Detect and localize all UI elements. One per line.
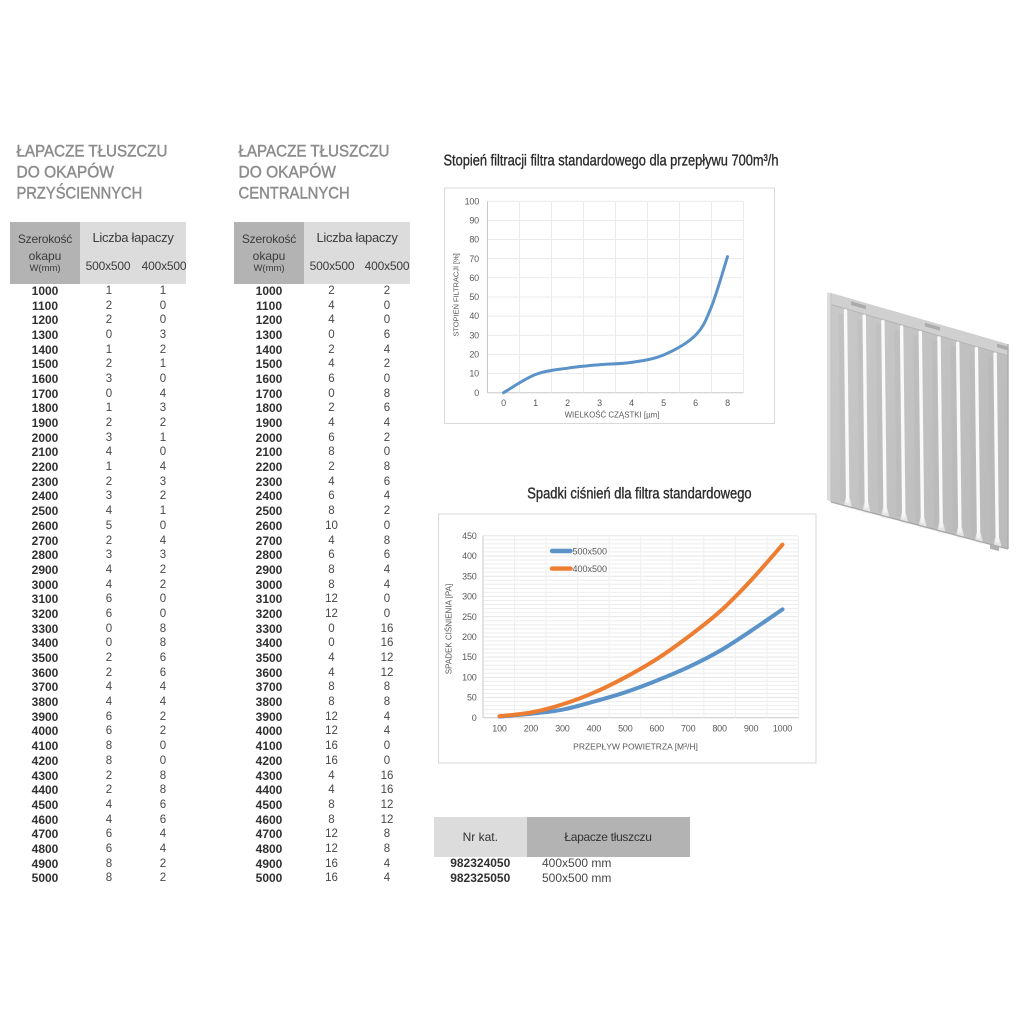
svg-text:800: 800	[712, 724, 727, 734]
svg-text:600: 600	[649, 724, 664, 734]
svg-text:400: 400	[587, 724, 602, 734]
svg-text:CENTRALNYCH: CENTRALNYCH	[239, 184, 350, 203]
svg-text:200: 200	[462, 632, 477, 642]
svg-text:ŁAPACZE TŁUSZCZU: ŁAPACZE TŁUSZCZU	[17, 142, 168, 161]
svg-text:300: 300	[462, 592, 477, 602]
svg-text:900: 900	[744, 724, 759, 734]
svg-text:70: 70	[469, 254, 479, 264]
svg-text:400x500: 400x500	[573, 564, 608, 574]
svg-text:DO OKAPÓW: DO OKAPÓW	[17, 163, 114, 182]
svg-text:100: 100	[492, 724, 507, 734]
svg-text:STOPIEŃ FILTRACJI [%]: STOPIEŃ FILTRACJI [%]	[452, 253, 461, 336]
svg-text:200: 200	[524, 724, 539, 734]
svg-text:400: 400	[462, 551, 477, 561]
svg-text:300: 300	[555, 724, 570, 734]
svg-text:50: 50	[469, 292, 479, 302]
svg-text:0: 0	[474, 388, 479, 398]
svg-text:60: 60	[469, 273, 479, 283]
svg-text:10: 10	[469, 369, 479, 379]
svg-text:250: 250	[462, 612, 477, 622]
svg-text:4: 4	[629, 398, 634, 408]
svg-text:PRZEPŁYW POWIETRZA [M³/H]: PRZEPŁYW POWIETRZA [M³/H]	[573, 742, 698, 752]
svg-text:500x500: 500x500	[573, 547, 608, 557]
svg-text:8: 8	[725, 398, 730, 408]
svg-text:40: 40	[469, 311, 479, 321]
svg-text:80: 80	[469, 235, 479, 245]
svg-text:SPADEK CIŚNIENIA [PA]: SPADEK CIŚNIENIA [PA]	[445, 584, 454, 674]
svg-text:PRZYŚCIENNYCH: PRZYŚCIENNYCH	[17, 184, 143, 203]
svg-text:Stopień filtracji filtra stand: Stopień filtracji filtra standardowego d…	[444, 153, 779, 170]
svg-text:50: 50	[467, 693, 477, 703]
svg-text:WIELKOŚĆ CZĄSTKI [µm]: WIELKOŚĆ CZĄSTKI [µm]	[565, 411, 660, 420]
svg-text:20: 20	[469, 350, 479, 360]
svg-text:30: 30	[469, 330, 479, 340]
svg-text:0: 0	[501, 398, 506, 408]
svg-text:3: 3	[597, 398, 602, 408]
svg-text:5: 5	[661, 398, 666, 408]
svg-text:450: 450	[462, 531, 477, 541]
svg-text:700: 700	[681, 724, 696, 734]
svg-text:90: 90	[469, 215, 479, 225]
svg-text:6: 6	[693, 398, 698, 408]
svg-text:ŁAPACZE TŁUSZCZU: ŁAPACZE TŁUSZCZU	[239, 142, 390, 161]
svg-text:350: 350	[462, 571, 477, 581]
svg-text:1: 1	[533, 398, 538, 408]
svg-text:1000: 1000	[773, 724, 792, 734]
svg-text:500: 500	[618, 724, 633, 734]
svg-text:2: 2	[565, 398, 570, 408]
svg-text:0: 0	[472, 713, 477, 723]
svg-text:100: 100	[465, 196, 480, 206]
svg-text:150: 150	[462, 652, 477, 662]
svg-text:DO OKAPÓW: DO OKAPÓW	[239, 163, 336, 182]
svg-text:100: 100	[462, 672, 477, 682]
svg-text:Spadki ciśnień dla filtra stan: Spadki ciśnień dla filtra standardowego	[527, 486, 751, 503]
